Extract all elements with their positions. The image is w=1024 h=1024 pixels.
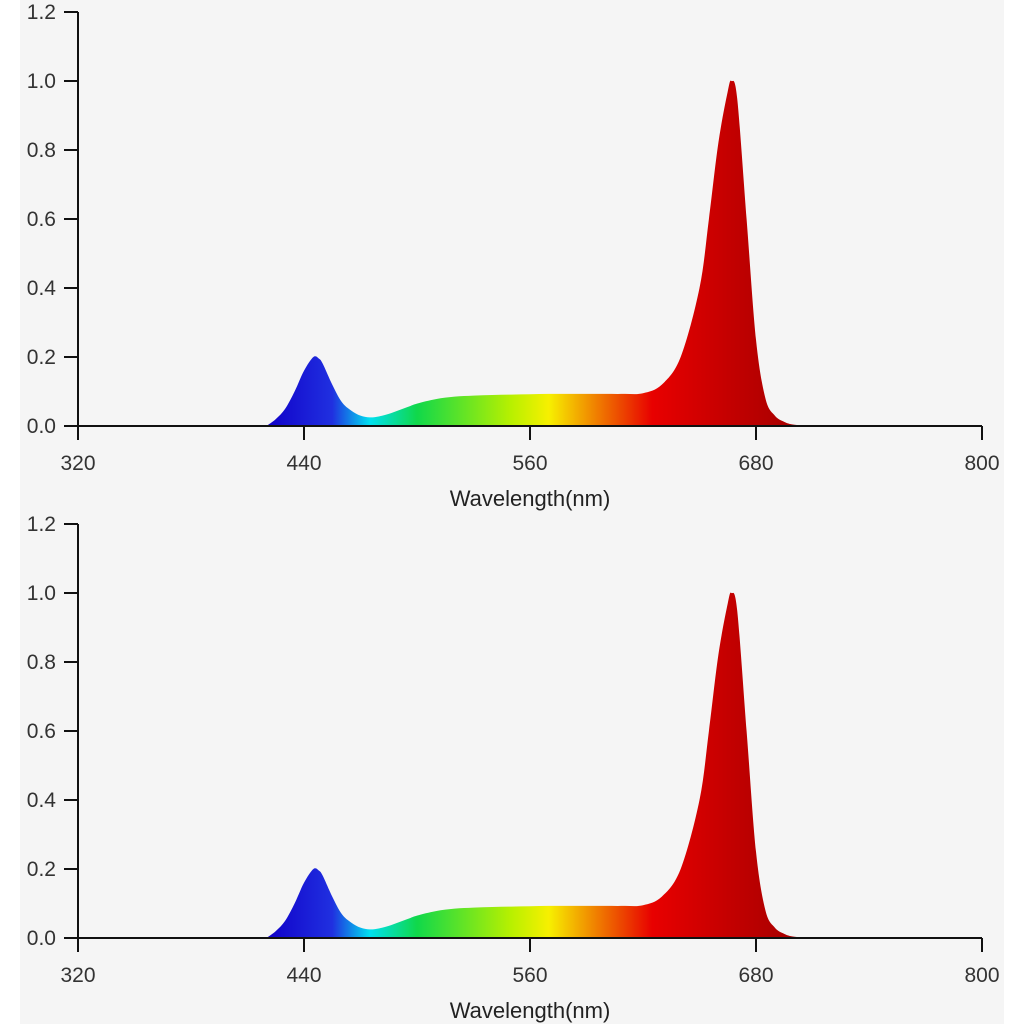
- chart-panel-2: 0.0 0.2 0.4 0.6 0.8 1.0 1.2 320 440 560 680 800 Wave…: [27, 513, 1000, 1023]
- x-tick-label: 680: [738, 964, 773, 987]
- y-tick-label: 0.8: [27, 139, 56, 162]
- chart-panel-1: 0.0 0.2 0.4 0.6 0.8 1.0 1.2 320 440 560 680 800 Wave…: [27, 1, 1000, 511]
- x-tick-label: 800: [964, 452, 999, 475]
- x-tick-label: 680: [738, 452, 773, 475]
- y-tick-label: 0.4: [27, 277, 57, 300]
- spectrum-charts: 0.0 0.2 0.4 0.6 0.8 1.0 1.2 320 440 560 680 800 Wave…: [27, 1, 1000, 1023]
- x-tick-label: 560: [512, 964, 547, 987]
- x-tick-label: 440: [286, 964, 321, 987]
- x-tick-label: 440: [286, 452, 321, 475]
- y-tick-label: 1.0: [27, 582, 56, 605]
- y-tick-label: 1.2: [27, 513, 56, 536]
- y-tick-label: 1.0: [27, 70, 56, 93]
- x-axis-title: Wavelength(nm): [450, 486, 611, 511]
- y-tick-label: 0.0: [27, 927, 56, 950]
- x-tick-label: 560: [512, 452, 547, 475]
- y-tick-label: 0.6: [27, 720, 56, 743]
- y-tick-label: 1.2: [27, 1, 56, 24]
- y-tick-label: 0.8: [27, 651, 56, 674]
- x-axis-title: Wavelength(nm): [450, 998, 611, 1023]
- x-tick-label: 320: [60, 964, 95, 987]
- x-tick-label: 320: [60, 452, 95, 475]
- spectrum-area: [266, 80, 813, 427]
- y-tick-label: 0.2: [27, 858, 56, 881]
- y-tick-label: 0.2: [27, 346, 56, 369]
- y-tick-label: 0.6: [27, 208, 56, 231]
- spectrum-figure: 0.0 0.2 0.4 0.6 0.8 1.0 1.2 320 440 560 680 800 Wave…: [20, 0, 1004, 1024]
- x-tick-label: 800: [964, 964, 999, 987]
- spectrum-area: [266, 592, 813, 938]
- y-tick-label: 0.0: [27, 415, 56, 438]
- y-tick-label: 0.4: [27, 789, 57, 812]
